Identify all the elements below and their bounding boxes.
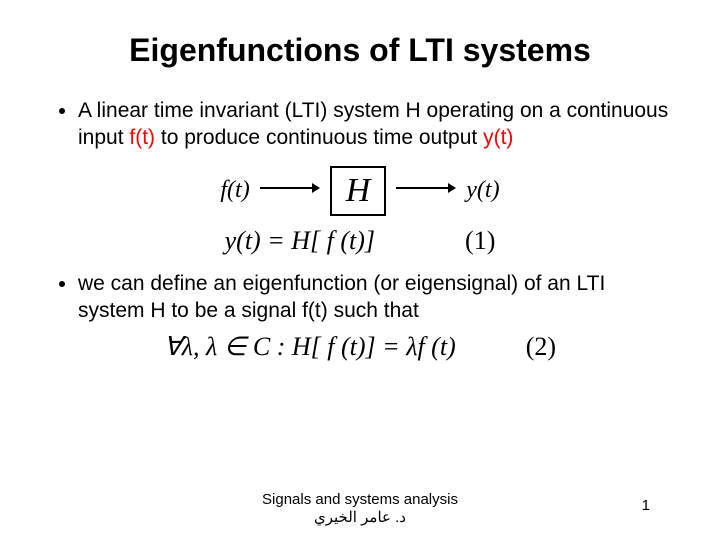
system-label: H xyxy=(346,172,371,209)
slide-title: Eigenfunctions of LTI systems xyxy=(50,32,670,69)
eq2-text: ∀λ, λ ∈ C : H[ f (t)] = λf (t) xyxy=(164,332,456,362)
system-diagram: f(t) H y(t) xyxy=(50,166,670,216)
diagram-input-label: f(t) xyxy=(220,177,249,204)
equation-1: y(t) = H[ f (t)] (1) xyxy=(50,226,670,256)
eq1-text: y(t) = H[ f (t)] xyxy=(225,226,375,256)
bullet1-ft: f(t) xyxy=(129,126,155,149)
footer: Signals and systems analysis د. عامر الخ… xyxy=(0,491,720,526)
bullet-item-2: we can define an eigenfunction (or eigen… xyxy=(78,270,670,325)
eq2-number: (2) xyxy=(526,332,556,362)
equation-2: ∀λ, λ ∈ C : H[ f (t)] = λf (t) (2) xyxy=(50,332,670,362)
page-number: 1 xyxy=(642,497,650,514)
diagram-output-label: y(t) xyxy=(466,177,499,204)
eq1-number: (1) xyxy=(465,226,495,256)
footer-line2: د. عامر الخيري xyxy=(0,508,720,526)
bullet1-mid: to produce continuous time output xyxy=(155,126,483,149)
bullet-list-2: we can define an eigenfunction (or eigen… xyxy=(50,270,670,325)
bullet-item-1: A linear time invariant (LTI) system H o… xyxy=(78,97,670,152)
slide: Eigenfunctions of LTI systems A linear t… xyxy=(0,0,720,540)
arrow-icon xyxy=(260,181,320,200)
bullet-list: A linear time invariant (LTI) system H o… xyxy=(50,97,670,152)
footer-line1: Signals and systems analysis xyxy=(0,491,720,508)
system-box: H xyxy=(330,166,387,216)
arrow-icon xyxy=(396,181,456,200)
bullet1-yt: y(t) xyxy=(483,126,513,149)
